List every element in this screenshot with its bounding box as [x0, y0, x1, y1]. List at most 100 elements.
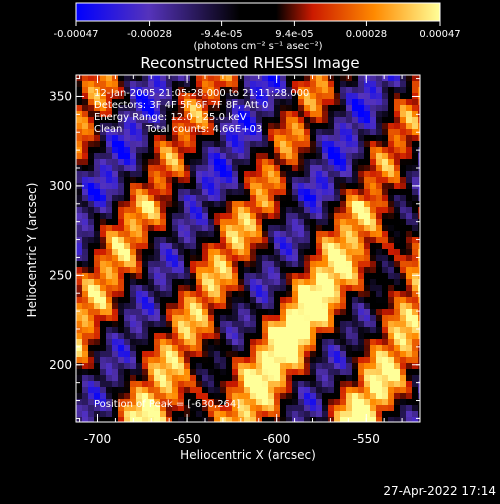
heatmap-cell	[370, 237, 376, 243]
heatmap-cell	[100, 225, 106, 231]
heatmap-cell	[88, 219, 94, 225]
heatmap-cell	[280, 225, 286, 231]
heatmap-cell	[406, 81, 412, 87]
heatmap-cell	[244, 195, 250, 201]
heatmap-cell	[370, 159, 376, 165]
heatmap-cell	[358, 189, 364, 195]
heatmap-cell	[376, 105, 382, 111]
heatmap-cell	[322, 159, 328, 165]
heatmap-cell	[88, 159, 94, 165]
heatmap-cell	[406, 159, 412, 165]
heatmap-cell	[160, 351, 166, 357]
heatmap-cell	[274, 177, 280, 183]
heatmap-cell	[238, 117, 244, 123]
heatmap-cell	[388, 129, 394, 135]
heatmap-cell	[328, 189, 334, 195]
heatmap-cell	[124, 117, 130, 123]
heatmap-cell	[244, 279, 250, 285]
heatmap-cell	[358, 225, 364, 231]
heatmap-cell	[310, 345, 316, 351]
heatmap-cell	[226, 285, 232, 291]
heatmap-cell	[76, 195, 82, 201]
heatmap-cell	[196, 279, 202, 285]
heatmap-cell	[376, 159, 382, 165]
chart-title: Reconstructed RHESSI Image	[140, 54, 359, 72]
heatmap-cell	[346, 243, 352, 249]
heatmap-cell	[184, 273, 190, 279]
heatmap-cell	[112, 285, 118, 291]
heatmap-cell	[388, 243, 394, 249]
heatmap-cell	[232, 339, 238, 345]
heatmap-cell	[130, 357, 136, 363]
heatmap-cell	[94, 357, 100, 363]
heatmap-cell	[280, 201, 286, 207]
heatmap-cell	[184, 255, 190, 261]
heatmap-cell	[160, 183, 166, 189]
heatmap-cell	[148, 225, 154, 231]
heatmap-cell	[286, 135, 292, 141]
heatmap-cell	[310, 183, 316, 189]
heatmap-cell	[166, 183, 172, 189]
heatmap-cell	[202, 309, 208, 315]
heatmap-cell	[154, 321, 160, 327]
heatmap-cell	[268, 75, 274, 81]
heatmap-cell	[208, 411, 214, 417]
heatmap-cell	[250, 177, 256, 183]
heatmap-cell	[274, 225, 280, 231]
heatmap-cell	[160, 321, 166, 327]
heatmap-cell	[400, 195, 406, 201]
heatmap-cell	[400, 135, 406, 141]
heatmap-cell	[154, 405, 160, 411]
heatmap-cell	[418, 333, 420, 339]
heatmap-cell	[238, 357, 244, 363]
heatmap-cell	[82, 105, 88, 111]
heatmap-cell	[346, 183, 352, 189]
heatmap-cell	[118, 351, 124, 357]
heatmap-cell	[274, 243, 280, 249]
heatmap-cell	[208, 273, 214, 279]
heatmap-cell	[316, 381, 322, 387]
heatmap-cell	[334, 171, 340, 177]
heatmap-cell	[250, 363, 256, 369]
heatmap-cell	[142, 117, 148, 123]
heatmap-cell	[250, 315, 256, 321]
heatmap-cell	[178, 381, 184, 387]
heatmap-cell	[178, 123, 184, 129]
heatmap-cell	[82, 393, 88, 399]
heatmap-cell	[184, 93, 190, 99]
heatmap-cell	[94, 93, 100, 99]
heatmap-cell	[298, 111, 304, 117]
heatmap-cell	[220, 351, 226, 357]
heatmap-cell	[130, 189, 136, 195]
heatmap-cell	[172, 249, 178, 255]
heatmap-cell	[340, 159, 346, 165]
heatmap-cell	[124, 129, 130, 135]
heatmap-cell	[298, 261, 304, 267]
heatmap-cell	[178, 135, 184, 141]
heatmap-cell	[262, 309, 268, 315]
heatmap-cell	[244, 213, 250, 219]
heatmap-cell	[388, 189, 394, 195]
heatmap-cell	[142, 225, 148, 231]
heatmap-cell	[388, 345, 394, 351]
heatmap-cell	[316, 177, 322, 183]
heatmap-cell	[388, 225, 394, 231]
heatmap-cell	[136, 105, 142, 111]
heatmap-cell	[406, 87, 412, 93]
heatmap-cell	[328, 165, 334, 171]
heatmap-cell	[274, 303, 280, 309]
heatmap-cell	[160, 387, 166, 393]
heatmap-cell	[250, 219, 256, 225]
heatmap-cell	[334, 417, 340, 422]
heatmap-cell	[166, 303, 172, 309]
heatmap-cell	[364, 279, 370, 285]
heatmap-cell	[88, 207, 94, 213]
heatmap-cell	[412, 381, 418, 387]
heatmap-cell	[142, 135, 148, 141]
heatmap-cell	[256, 105, 262, 111]
heatmap-cell	[400, 183, 406, 189]
heatmap-cell	[202, 237, 208, 243]
heatmap-cell	[382, 183, 388, 189]
heatmap-cell	[250, 87, 256, 93]
heatmap-cell	[184, 231, 190, 237]
